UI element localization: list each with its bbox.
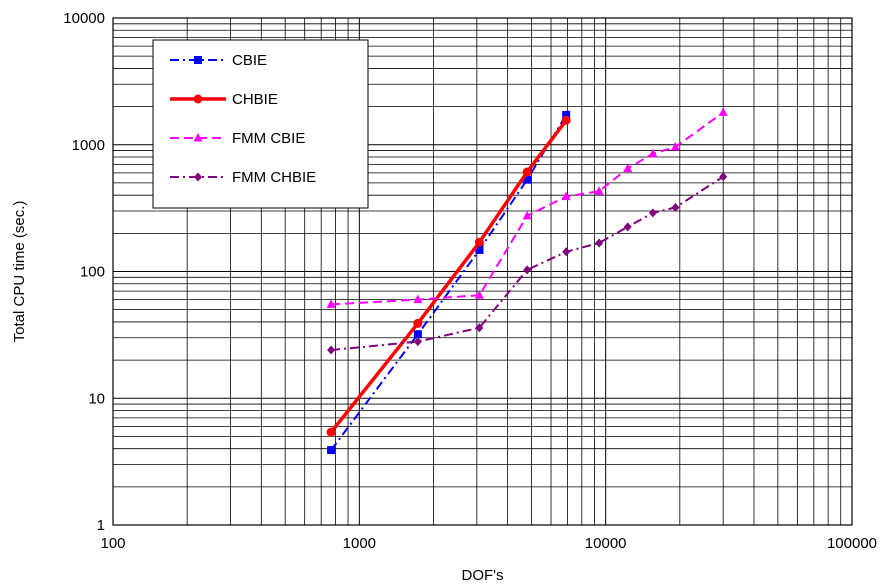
data-point-fmm-cbie <box>623 163 633 172</box>
data-point-fmm-chbie <box>648 208 657 218</box>
y-tick-label: 100 <box>80 264 105 281</box>
x-tick-label: 10000 <box>585 535 627 552</box>
y-tick-label: 10000 <box>63 10 105 27</box>
data-point-fmm-chbie <box>327 345 336 355</box>
series-layer <box>326 107 728 455</box>
legend-label-fmm-chbie: FMM CHBIE <box>232 169 316 186</box>
data-point-cbie <box>413 330 422 339</box>
data-point-fmm-cbie <box>413 294 423 304</box>
data-point-chbie <box>413 318 423 328</box>
x-axis-title: DOF's <box>461 567 503 584</box>
legend-marker-fmm-chbie <box>194 172 202 182</box>
data-point-fmm-chbie <box>562 247 571 257</box>
data-point-fmm-chbie <box>623 222 632 232</box>
data-point-cbie <box>327 446 336 455</box>
data-point-chbie <box>561 115 571 125</box>
data-point-chbie <box>326 427 336 437</box>
x-tick-label: 1000 <box>343 535 376 552</box>
y-axis-title: Total CPU time (sec.) <box>11 201 28 343</box>
legend-label-cbie: CBIE <box>232 52 267 69</box>
x-tick-label: 100 <box>100 535 125 552</box>
legend-marker-fmm-cbie <box>193 133 203 142</box>
data-point-cbie <box>523 175 532 184</box>
series-line-fmm-cbie <box>331 111 724 306</box>
data-point-fmm-cbie <box>718 107 728 116</box>
data-point-chbie <box>474 237 484 247</box>
data-point-fmm-chbie <box>413 337 422 347</box>
legend-box <box>152 39 369 209</box>
data-point-cbie <box>475 245 484 254</box>
data-point-fmm-chbie <box>719 172 728 182</box>
data-point-fmm-chbie <box>595 238 604 248</box>
series-line-fmm-chbie <box>330 175 724 352</box>
series-fmm-cbie <box>326 107 728 308</box>
legend: CBIE CHBIE FMM CBIE FMM CHBIE <box>152 39 369 209</box>
y-tick-label: 10 <box>88 390 105 407</box>
data-point-fmm-cbie <box>561 191 571 201</box>
series-chbie <box>326 115 571 437</box>
data-point-fmm-cbie <box>326 299 336 308</box>
data-point-fmm-chbie <box>671 202 680 212</box>
x-tick-labels: 100 1000 10000 100000 <box>100 535 877 552</box>
data-point-fmm-cbie <box>648 148 658 158</box>
y-tick-label: 1 <box>97 517 105 534</box>
data-point-fmm-cbie <box>670 141 680 151</box>
data-point-chbie <box>522 167 532 177</box>
y-tick-labels: 1 10 100 1000 10000 <box>63 10 105 534</box>
legend-label-fmm-cbie: FMM CBIE <box>232 130 305 147</box>
plot-frame <box>112 17 853 526</box>
x-tick-label: 100000 <box>827 535 877 552</box>
legend-marker-cbie <box>194 56 202 64</box>
legend-label-chbie: CHBIE <box>232 91 278 108</box>
series-cbie <box>327 110 571 455</box>
series-fmm-chbie <box>327 172 728 355</box>
data-point-fmm-cbie <box>474 290 484 299</box>
data-point-fmm-cbie <box>522 210 532 220</box>
y-tick-label: 1000 <box>72 137 105 154</box>
data-point-fmm-chbie <box>475 323 484 333</box>
data-point-fmm-cbie <box>594 186 604 195</box>
data-point-cbie <box>562 110 571 119</box>
data-point-fmm-chbie <box>523 265 532 275</box>
legend-marker-chbie <box>193 94 203 104</box>
